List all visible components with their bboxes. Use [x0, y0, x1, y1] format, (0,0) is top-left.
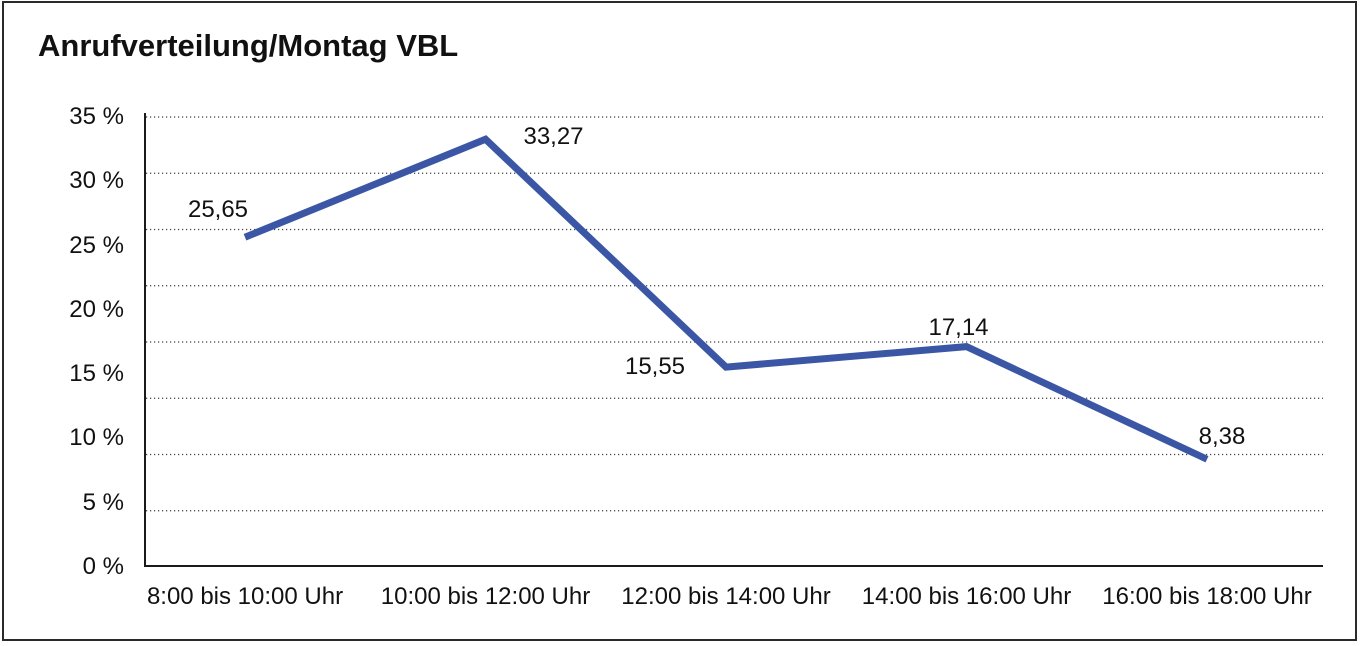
x-category-label: 14:00 bis 16:00 Uhr [861, 583, 1072, 610]
x-category-label: 12:00 bis 14:00 Uhr [621, 583, 831, 610]
data-series-line [243, 135, 1209, 463]
x-category-label: 10:00 bis 12:00 Uhr [380, 583, 591, 610]
x-category-label: 8:00 bis 10:00 Uhr [146, 583, 344, 610]
y-tick-label: 25 % [69, 231, 124, 259]
data-point-label: 33,27 [523, 123, 584, 151]
y-tick-label: 0 % [82, 553, 124, 580]
chart-title: Anrufverteilung/Montag VBL [38, 28, 459, 63]
y-tick-label: 5 % [82, 488, 124, 516]
data-point-label: 15,55 [624, 353, 686, 381]
data-point-label: 8,38 [1198, 423, 1246, 451]
y-tick-label: 15 % [69, 360, 124, 388]
y-tick-label: 20 % [69, 295, 124, 323]
x-category-label: 16:00 bis 18:00 Uhr [1102, 583, 1312, 610]
y-tick-label: 35 % [69, 103, 124, 130]
gridlines [146, 116, 1323, 512]
data-point-label: 25,65 [187, 196, 249, 224]
data-point-label: 17,14 [928, 313, 989, 341]
y-tick-label: 10 % [69, 424, 124, 452]
y-tick-label: 30 % [69, 167, 124, 195]
